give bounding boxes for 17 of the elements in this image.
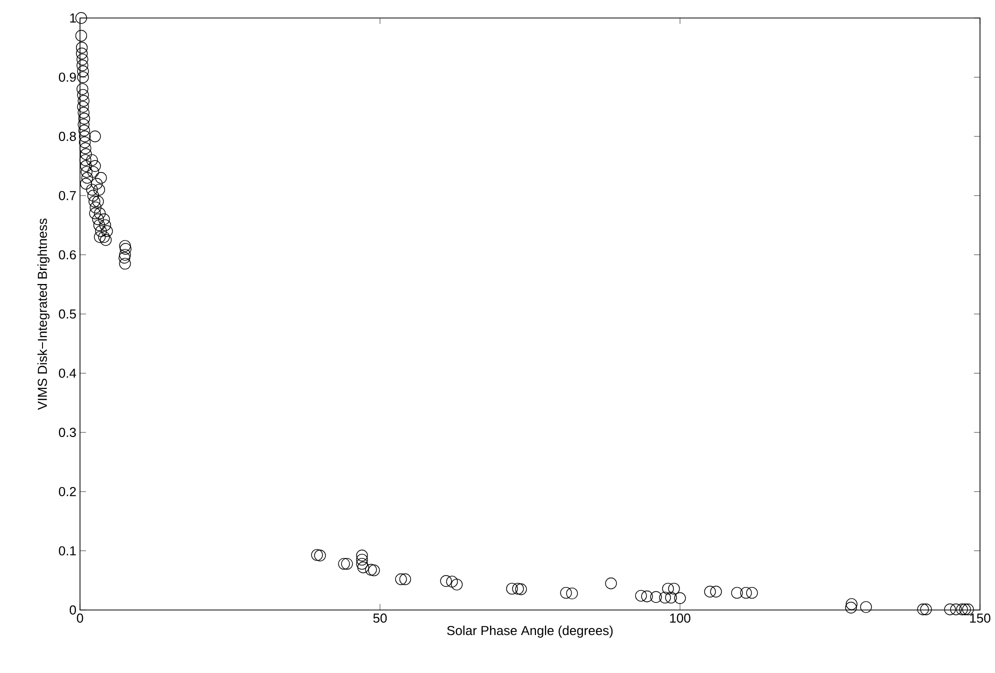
y-tick-label: 0.7 xyxy=(58,190,76,200)
y-tick-label: 0.2 xyxy=(58,486,76,496)
y-axis-title: VIMS Disk−Integrated Brightness xyxy=(37,218,50,410)
y-tick-label: 0.4 xyxy=(58,368,76,378)
y-tick-label: 0.3 xyxy=(58,428,76,437)
y-tick-label: 0.8 xyxy=(58,132,76,141)
y-tick-label: 0.6 xyxy=(58,250,76,260)
y-tick-label: 0.9 xyxy=(58,72,76,82)
y-tick-label: 1 xyxy=(70,14,76,22)
y-tick-label: 0.5 xyxy=(58,309,76,319)
x-tick-label: 100 xyxy=(670,614,690,623)
y-tick-label: 0 xyxy=(70,605,76,615)
y-tick-label: 0.1 xyxy=(58,546,76,556)
x-tick-label: 150 xyxy=(970,614,990,623)
x-tick-label: 50 xyxy=(373,614,387,623)
x-tick-label: 0 xyxy=(76,614,84,623)
x-axis-title: Solar Phase Angle (degrees) xyxy=(447,626,613,638)
